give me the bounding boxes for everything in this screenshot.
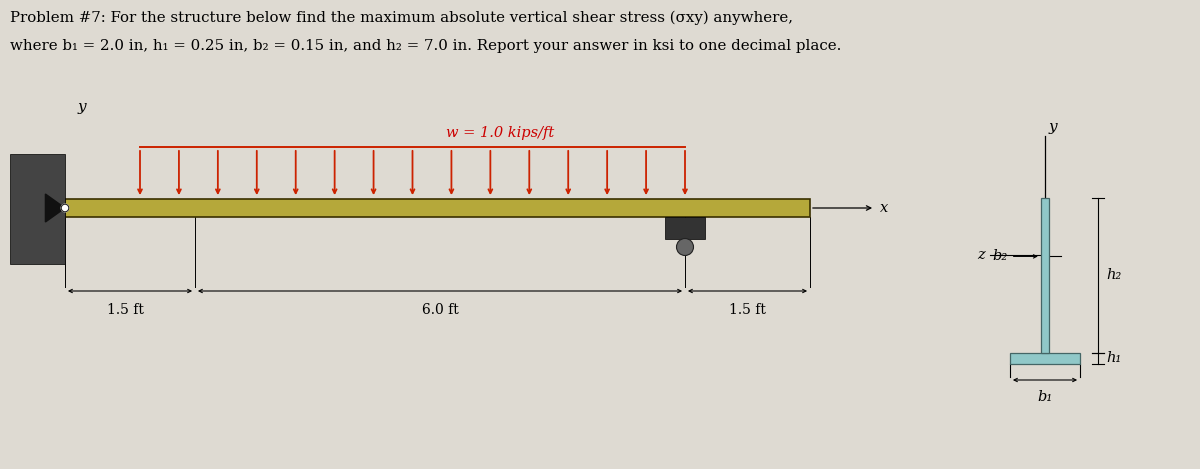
Text: 1.5 ft: 1.5 ft: [107, 303, 144, 317]
Text: Problem #7: For the structure below find the maximum absolute vertical shear str: Problem #7: For the structure below find…: [10, 11, 793, 25]
Text: where b₁ = 2.0 in, h₁ = 0.25 in, b₂ = 0.15 in, and h₂ = 7.0 in. Report your answ: where b₁ = 2.0 in, h₁ = 0.25 in, b₂ = 0.…: [10, 39, 841, 53]
Text: 1.5 ft: 1.5 ft: [730, 303, 766, 317]
Bar: [65, 199, 810, 217]
Text: w = 1.0 kips/ft: w = 1.0 kips/ft: [446, 126, 554, 140]
Text: z: z: [977, 248, 985, 262]
Bar: [665, 217, 706, 239]
Text: h₂: h₂: [1106, 268, 1121, 282]
Text: x: x: [880, 201, 888, 215]
Text: b₂: b₂: [992, 250, 1008, 264]
Text: y: y: [78, 100, 86, 114]
Text: h₁: h₁: [1106, 351, 1121, 365]
Circle shape: [677, 239, 694, 256]
Circle shape: [61, 204, 68, 212]
Polygon shape: [46, 194, 65, 222]
Text: y: y: [1049, 120, 1057, 134]
Bar: [10, 154, 65, 264]
Bar: [1010, 353, 1080, 364]
Bar: [1040, 197, 1049, 353]
Text: b₁: b₁: [1037, 390, 1052, 404]
Text: 6.0 ft: 6.0 ft: [421, 303, 458, 317]
